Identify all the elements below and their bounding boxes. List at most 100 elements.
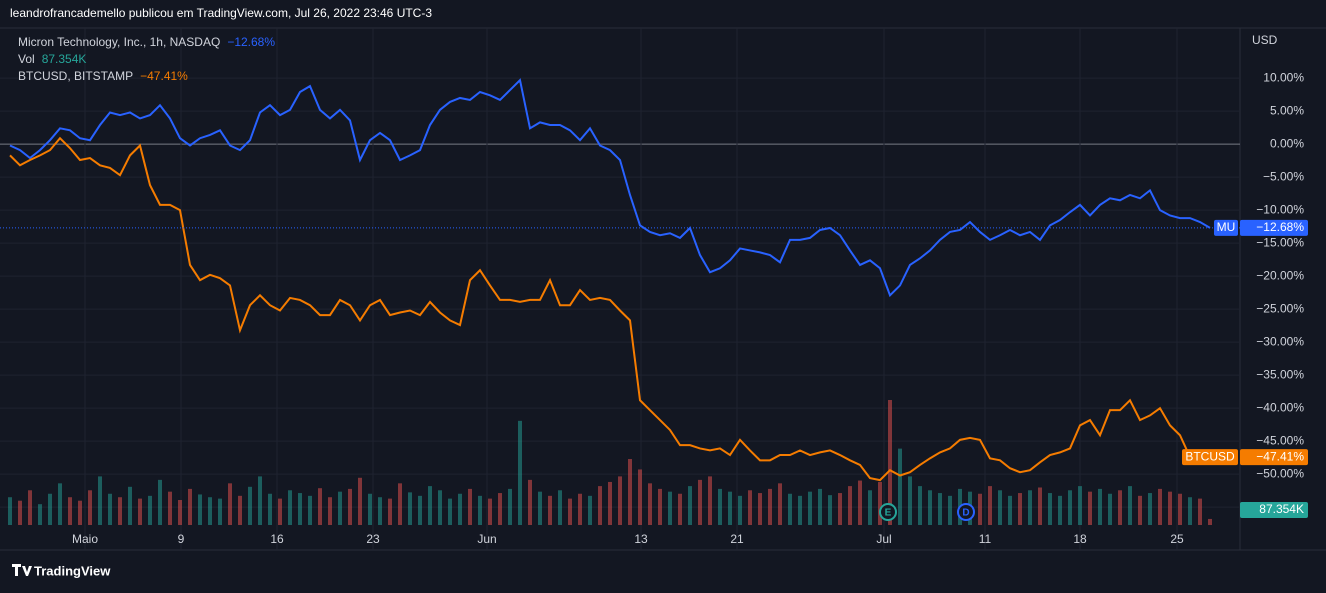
volume-bar — [28, 490, 32, 525]
last-value-label: −47.41% — [1256, 449, 1304, 463]
volume-bar — [398, 483, 402, 525]
volume-bar — [998, 490, 1002, 525]
volume-bar — [448, 498, 452, 525]
volume-bar — [788, 493, 792, 525]
volume-bar — [548, 495, 552, 525]
y-tick-label: −5.00% — [1263, 169, 1304, 183]
y-tick-label: 5.00% — [1270, 103, 1304, 117]
volume-bar — [188, 488, 192, 525]
series-tag-box — [1214, 219, 1238, 236]
legend-name: BTCUSD, BITSTAMP — [18, 69, 133, 83]
volume-bar — [198, 494, 202, 525]
legend-value: 87.354K — [42, 52, 87, 66]
volume-bar — [1178, 493, 1182, 525]
volume-bar — [618, 476, 622, 525]
volume-bar — [698, 479, 702, 525]
volume-bar — [748, 490, 752, 525]
volume-bar — [838, 493, 842, 525]
volume-bar — [758, 493, 762, 525]
volume-bar — [1158, 488, 1162, 525]
volume-bar — [818, 488, 822, 525]
y-tick-label: −50.00% — [1256, 466, 1304, 480]
volume-bar — [1188, 497, 1192, 525]
volume-bar — [98, 476, 102, 525]
volume-bar — [238, 495, 242, 525]
volume-bar — [948, 495, 952, 525]
x-tick-label: Maio — [72, 532, 98, 546]
y-tick-label: −45.00% — [1256, 433, 1304, 447]
header: leandrofrancademello publicou em Trading… — [10, 6, 432, 20]
last-value-box — [1240, 219, 1308, 236]
volume-bar — [178, 500, 182, 525]
volume-bar — [18, 500, 22, 525]
volume-bar — [38, 504, 42, 525]
volume-value-label: 87.354K — [1259, 502, 1304, 516]
volume-bar — [848, 486, 852, 525]
x-tick-label: 11 — [979, 532, 992, 546]
y-tick-label: −20.00% — [1256, 268, 1304, 282]
volume-bar — [338, 491, 342, 525]
volume-bar — [1038, 487, 1042, 525]
x-tick-label: Jul — [876, 532, 891, 546]
volume-bar — [1208, 518, 1212, 525]
x-tick-label: 25 — [1170, 532, 1184, 546]
legend-value: −12.68% — [227, 35, 275, 49]
volume-bar — [658, 488, 662, 525]
volume-bar — [1108, 493, 1112, 525]
volume-bar — [578, 493, 582, 525]
series-tag-box — [1182, 449, 1238, 466]
volume-bar — [588, 495, 592, 525]
volume-bar — [498, 493, 502, 525]
volume-bar — [598, 486, 602, 525]
volume-bar — [648, 483, 652, 525]
volume-bar — [938, 493, 942, 525]
volume-value-box — [1240, 502, 1308, 518]
volume-bar — [1138, 495, 1142, 525]
volume-bar — [78, 500, 82, 525]
volume-bar — [258, 476, 262, 525]
y-tick-label: −40.00% — [1256, 400, 1304, 414]
volume-bar — [108, 493, 112, 525]
volume-bar — [668, 491, 672, 525]
volume-bar — [1078, 486, 1082, 525]
volume-bar — [688, 486, 692, 525]
series-tag: MU — [1217, 220, 1236, 234]
event-label: D — [962, 508, 969, 519]
x-tick-label: 9 — [178, 532, 185, 546]
volume-bar — [388, 498, 392, 525]
y-tick-label: 0.00% — [1270, 136, 1304, 150]
volume-bar — [858, 480, 862, 525]
volume-bar — [988, 486, 992, 525]
volume-bar — [218, 498, 222, 525]
volume-bar — [898, 448, 902, 525]
x-tick-label: Jun — [477, 532, 496, 546]
y-tick-label: 10.00% — [1263, 70, 1304, 84]
volume-bar — [1098, 488, 1102, 525]
y-tick-label: −30.00% — [1256, 334, 1304, 348]
volume-bar — [928, 490, 932, 525]
axis-unit: USD — [1252, 33, 1278, 47]
volume-bar — [538, 491, 542, 525]
volume-bar — [1118, 490, 1122, 525]
volume-bar — [778, 483, 782, 525]
volume-bar — [8, 497, 12, 525]
volume-bar — [1168, 491, 1172, 525]
last-value-label: −12.68% — [1256, 220, 1304, 234]
x-tick-label: 23 — [366, 532, 380, 546]
volume-bar — [208, 497, 212, 525]
volume-bar — [1058, 495, 1062, 525]
volume-bar — [508, 488, 512, 525]
y-tick-label: −35.00% — [1256, 367, 1304, 381]
volume-bar — [1068, 490, 1072, 525]
volume-bar — [48, 493, 52, 525]
volume-bar — [148, 495, 152, 525]
volume-bar — [1048, 493, 1052, 525]
volume-bar — [918, 486, 922, 525]
volume-bar — [378, 497, 382, 525]
volume-bar — [528, 479, 532, 525]
volume-bar — [158, 479, 162, 525]
volume-bar — [1148, 493, 1152, 525]
footer-logo — [12, 564, 32, 576]
